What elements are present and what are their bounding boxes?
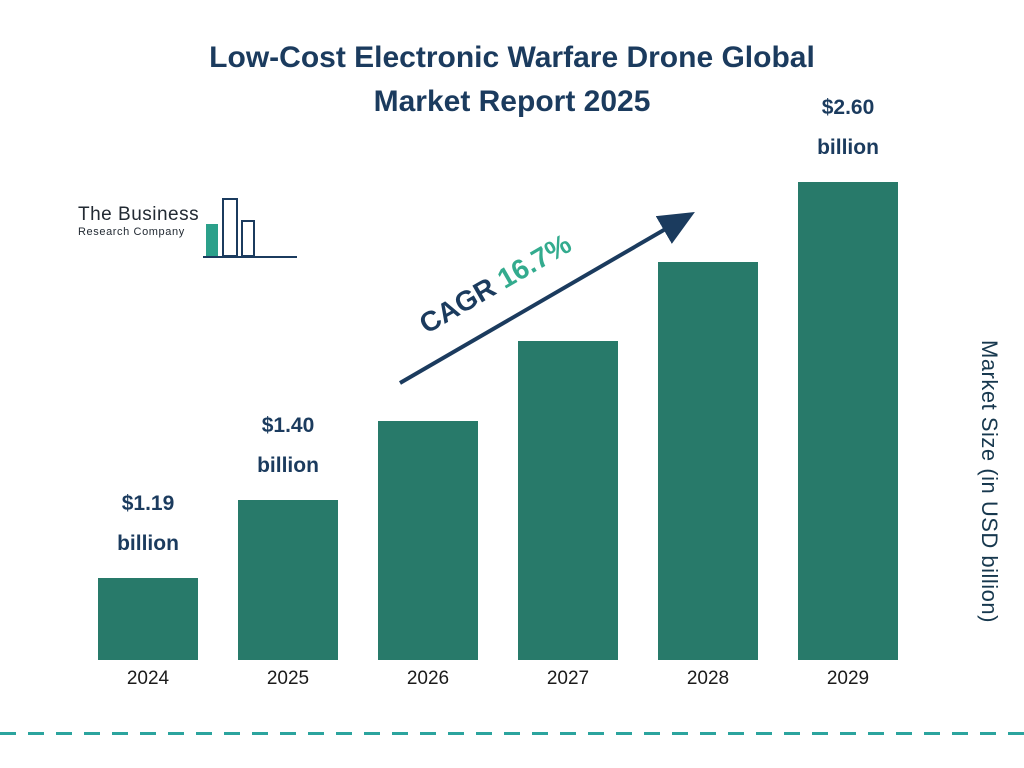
page-title: Low-Cost Electronic Warfare Drone Global… bbox=[0, 36, 1024, 123]
x-tick-label-2029: 2029 bbox=[826, 668, 870, 689]
title-line-1: Low-Cost Electronic Warfare Drone Global bbox=[209, 41, 815, 74]
company-logo: The Business Research Company bbox=[78, 196, 299, 267]
bar-2029 bbox=[798, 182, 898, 660]
bar-2024 bbox=[98, 578, 198, 660]
company-logo-text: The Business Research Company bbox=[78, 204, 199, 238]
logo-subname: Research Company bbox=[78, 226, 185, 238]
value-label-2025: $1.40 billion bbox=[257, 414, 319, 478]
x-tick-label-2024: 2024 bbox=[126, 668, 170, 689]
bottom-dashed-divider bbox=[0, 732, 1024, 735]
x-tick-label-2028: 2028 bbox=[686, 668, 730, 689]
title-line-2: Market Report 2025 bbox=[373, 84, 651, 118]
x-tick-label-2027: 2027 bbox=[546, 668, 590, 689]
bar-chart-logo-icon bbox=[203, 196, 299, 267]
y-axis-label: Market Size (in USD billion) bbox=[977, 340, 1002, 623]
bar-2028 bbox=[658, 262, 758, 660]
bar-2027 bbox=[518, 341, 618, 660]
x-tick-label-2026: 2026 bbox=[406, 668, 450, 689]
value-label-2024: $1.19 billion bbox=[117, 492, 179, 556]
bar-2026 bbox=[378, 421, 478, 660]
value-label-2029: $2.60 billion bbox=[817, 96, 879, 160]
logo-name: The Business bbox=[78, 204, 200, 225]
bar-2025 bbox=[238, 500, 338, 660]
x-tick-label-2025: 2025 bbox=[266, 668, 310, 689]
